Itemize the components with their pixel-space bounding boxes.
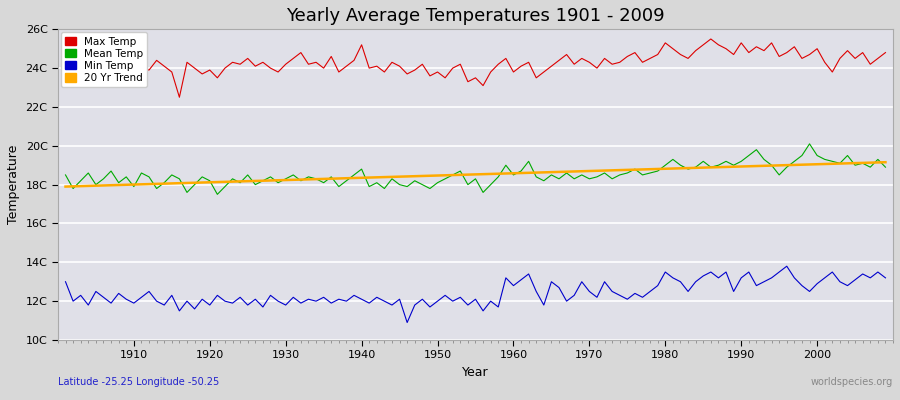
Text: worldspecies.org: worldspecies.org	[811, 377, 893, 387]
X-axis label: Year: Year	[463, 366, 489, 379]
Title: Yearly Average Temperatures 1901 - 2009: Yearly Average Temperatures 1901 - 2009	[286, 7, 665, 25]
Y-axis label: Temperature: Temperature	[7, 145, 20, 224]
Text: Latitude -25.25 Longitude -50.25: Latitude -25.25 Longitude -50.25	[58, 377, 220, 387]
Legend: Max Temp, Mean Temp, Min Temp, 20 Yr Trend: Max Temp, Mean Temp, Min Temp, 20 Yr Tre…	[61, 32, 148, 87]
